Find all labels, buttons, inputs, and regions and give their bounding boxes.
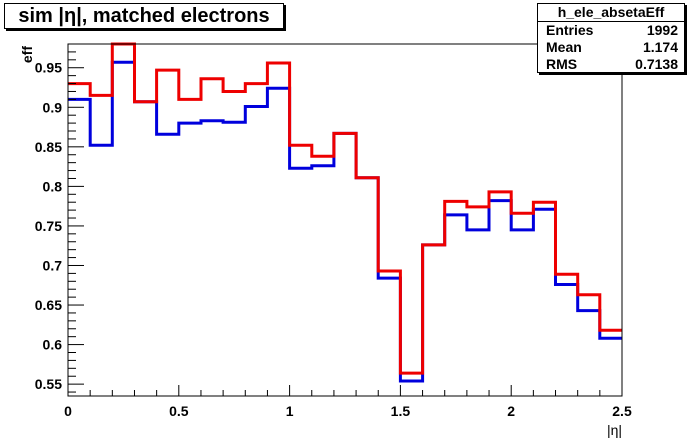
plot-frame (67, 43, 623, 397)
stats-value: 1992 (646, 22, 678, 38)
histogram-title: sim |η|, matched electrons (4, 3, 284, 29)
stats-value: 0.7138 (635, 56, 678, 72)
stats-histogram-name: h_ele_absetaEff (538, 4, 684, 22)
y-tick-label: 0.8 (43, 178, 63, 194)
x-tick-label: 1.5 (391, 403, 411, 419)
series-layer (68, 42, 622, 383)
stats-row-entries: Entries 1992 (538, 22, 684, 39)
stats-row-rms: RMS 0.7138 (538, 56, 684, 73)
stats-label: RMS (546, 56, 578, 72)
histogram-series-2 (68, 42, 622, 375)
y-tick-label: 0.9 (43, 99, 63, 115)
x-tick-label: 2 (507, 403, 515, 419)
y-tick-label: 0.85 (35, 139, 62, 155)
histogram-series-1 (68, 60, 622, 383)
y-tick-label: 0.6 (43, 337, 63, 353)
stats-row-mean: Mean 1.174 (538, 39, 684, 56)
axis-layer: 0 0.5 1 1.5 2 2.5 0.55 0.6 0.65 0.7 0.75 0.8 0.85 0.9… (35, 51, 632, 419)
stats-box: h_ele_absetaEff Entries 1992 Mean 1.174 … (537, 3, 685, 73)
histogram-title-text: sim |η|, matched electrons (18, 5, 270, 27)
y-tick-label: 0.7 (43, 257, 63, 273)
x-tick-label: 2.5 (612, 403, 632, 419)
stats-label: Entries (546, 22, 594, 38)
y-tick-label: 0.55 (35, 376, 62, 392)
stats-label: Mean (546, 39, 582, 55)
x-tick-label: 0 (64, 403, 72, 419)
x-axis-label: |η| (607, 422, 622, 438)
stats-value: 1.174 (642, 39, 678, 55)
x-tick-label: 1 (286, 403, 294, 419)
y-axis-label: eff (19, 46, 35, 63)
y-tick-label: 0.75 (35, 218, 62, 234)
x-tick-label: 0.5 (169, 403, 189, 419)
y-tick-label: 0.95 (35, 60, 62, 76)
y-tick-label: 0.65 (35, 297, 62, 313)
